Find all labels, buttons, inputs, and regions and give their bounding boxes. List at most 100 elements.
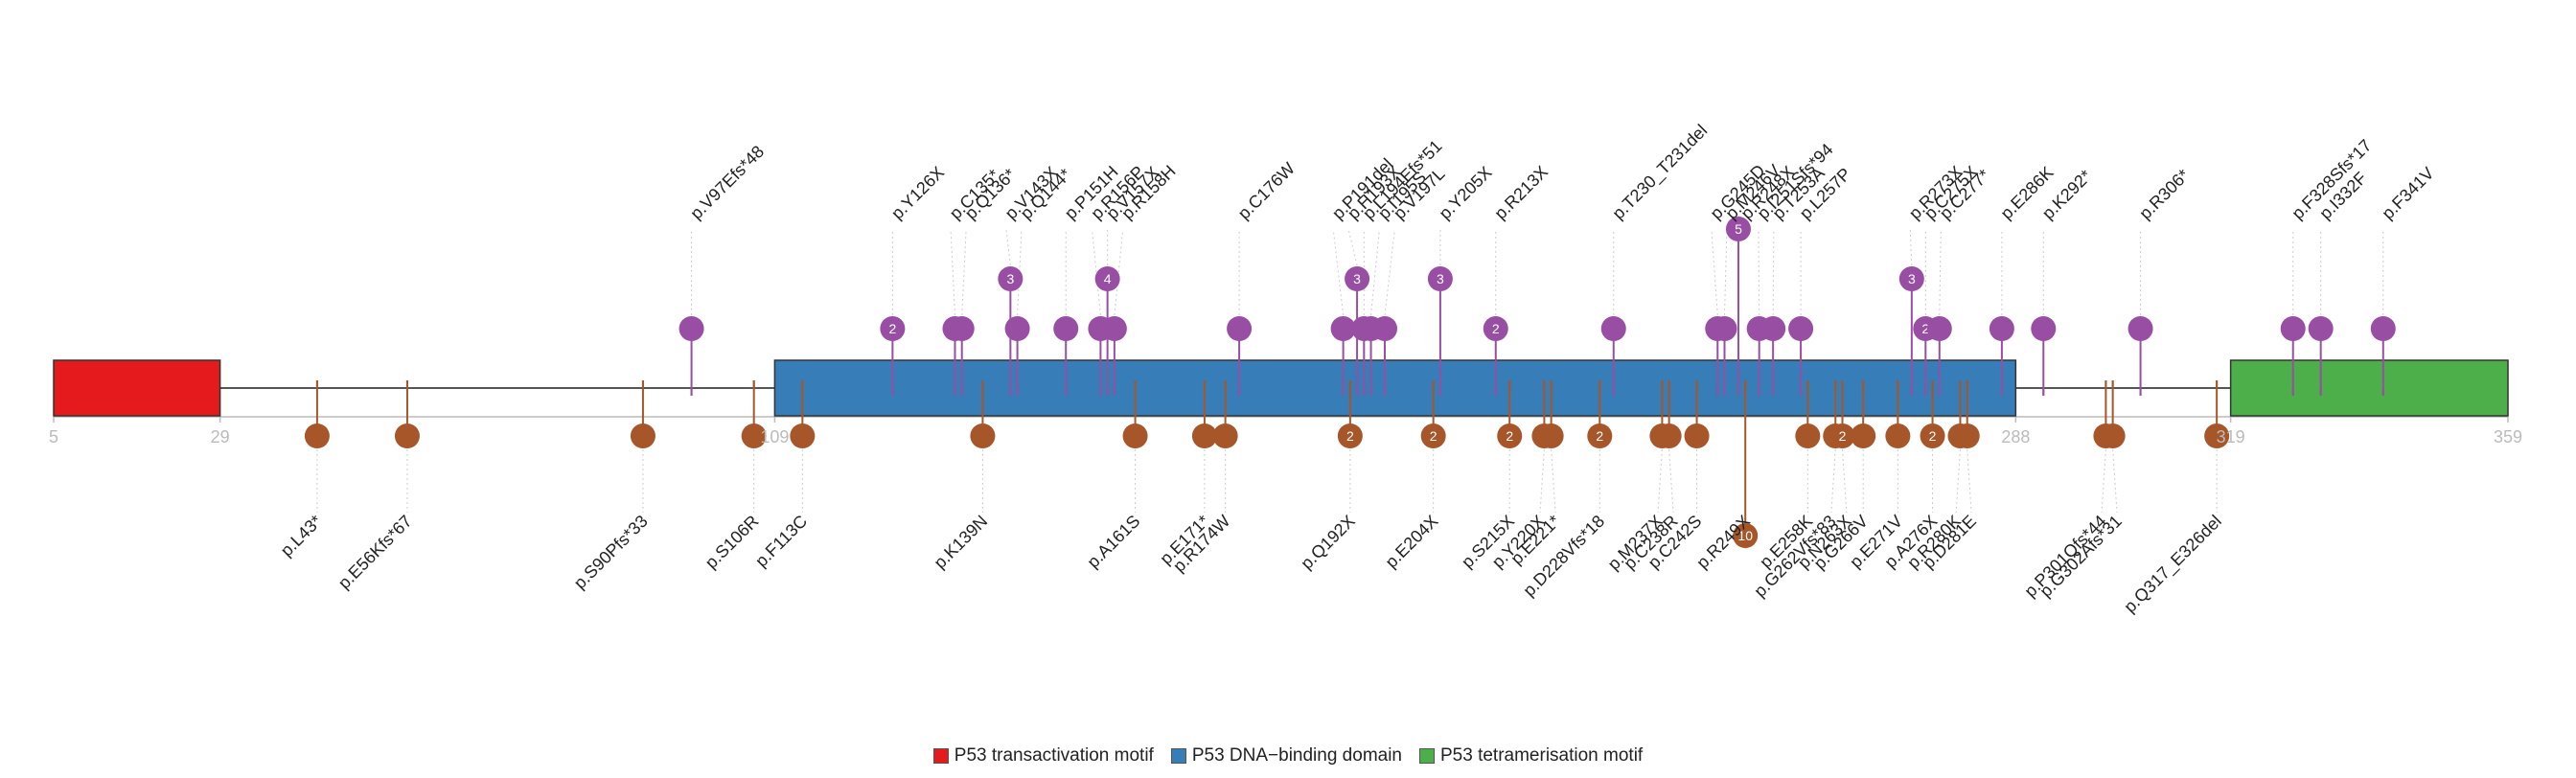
lollipop-count-label: 3 <box>1908 271 1916 286</box>
axis-tick-label: 109 <box>760 427 789 446</box>
lollipop-head <box>880 316 906 341</box>
label-guide-line <box>1758 229 1760 316</box>
domain-p53-dna-binding-domain <box>773 359 2017 417</box>
label-guide-line <box>1724 229 1728 316</box>
lollipop-head <box>630 423 656 448</box>
lollipop-count-label: 3 <box>1353 271 1361 286</box>
lollipop-head <box>1920 423 1945 448</box>
label-guide-line <box>1539 448 1545 514</box>
lollipop-head <box>1684 423 1710 448</box>
legend-item-transactivation: P53 transactivation motif <box>932 745 1154 767</box>
label-guide-line <box>2112 448 2118 514</box>
mutation-label: p.F113C <box>751 512 811 571</box>
lollipop-head <box>1101 316 1127 341</box>
mutation-label: p.F341V <box>2378 164 2437 223</box>
lollipop-head <box>1926 316 1952 341</box>
lollipop-head <box>949 316 975 341</box>
label-guide-line <box>1370 229 1380 316</box>
lollipop-count-label: 4 <box>1104 271 1112 286</box>
lollipop-head <box>2370 316 2396 341</box>
lollipop-count-label: 3 <box>1437 271 1444 286</box>
mutation-label: p.R306* <box>2135 166 2193 223</box>
lollipop-head <box>1004 316 1030 341</box>
legend-label-tetramerisation: P53 tetramerisation motif <box>1440 745 1644 766</box>
lollipop-head <box>1851 423 1876 448</box>
lollipop-head <box>790 423 816 448</box>
lollipop-count-label: 2 <box>1929 428 1937 444</box>
lollipop-head <box>1712 316 1737 341</box>
lollipop-count-label: 2 <box>888 321 896 336</box>
mutation-label: p.C176W <box>1234 159 1299 223</box>
lollipop-head <box>1372 316 1398 341</box>
lollipop-count-label: 2 <box>1346 428 1354 444</box>
axis-tick-label: 288 <box>2001 427 2030 446</box>
lollipop-head <box>394 423 420 448</box>
domain-p53-transactivation-motif <box>53 359 221 417</box>
lollipop-head <box>1420 423 1446 448</box>
domain-p53-tetramerisation-motif <box>2229 359 2509 417</box>
lollipop-head <box>1600 316 1626 341</box>
lollipop-head <box>1733 523 1759 548</box>
label-guide-line <box>1005 229 1011 266</box>
mutation-label: p.G302Afs*31 <box>2036 512 2125 601</box>
legend-label-transactivation: P53 transactivation motif <box>954 745 1154 766</box>
label-guide-line <box>1772 229 1775 316</box>
mutation-label: p.S90Pfs*33 <box>570 512 652 593</box>
lollipop-count-label: 2 <box>1430 428 1438 444</box>
mutation-label: p.E204X <box>1382 512 1442 572</box>
lollipop-head <box>1656 423 1682 448</box>
lollipop-head <box>1587 423 1613 448</box>
lollipop-head <box>998 266 1024 291</box>
axis-tick-label: 5 <box>49 427 58 446</box>
label-guide-line <box>2101 448 2106 514</box>
axis-ticks-layer: 5 29 109 288 319 359 <box>49 417 2522 446</box>
mutation-label: p.V97Efs*48 <box>686 142 768 223</box>
mutation-label: p.K139N <box>931 512 992 573</box>
lollipop-head <box>970 423 996 448</box>
legend-label-dna-binding: P53 DNA−binding domain <box>1191 745 1402 766</box>
lollipop-head <box>2308 316 2334 341</box>
lollipop-head <box>1191 423 1217 448</box>
lollipop-head <box>1337 423 1363 448</box>
legend-item-dna-binding: P53 DNA−binding domain <box>1170 745 1402 767</box>
lollipop-head <box>1227 316 1253 341</box>
label-guide-line <box>950 229 955 316</box>
label-guide-line <box>1841 448 1848 514</box>
lollipop-head <box>1898 266 1924 291</box>
lollipop-head <box>678 316 704 341</box>
lollipop-head <box>741 423 767 448</box>
lollipop-head <box>1330 316 1356 341</box>
mutation-label: p.L43* <box>277 512 326 561</box>
legend-swatch-dna-binding <box>1170 748 1186 764</box>
axis-tick-label: 319 <box>2217 427 2245 446</box>
legend-swatch-transactivation <box>932 748 949 764</box>
lollipop-head <box>1122 423 1148 448</box>
lollipop-head <box>1427 266 1453 291</box>
domains-layer <box>53 359 2509 417</box>
lollipop-head <box>2204 423 2230 448</box>
mutation-label: p.Q192X <box>1297 512 1358 573</box>
lollipop-head <box>1885 423 1911 448</box>
label-guide-line <box>1347 229 1358 266</box>
lollipop-head <box>1053 316 1079 341</box>
lollipop-head <box>1760 316 1786 341</box>
label-guide-line <box>1657 448 1663 514</box>
lollipop-head <box>2100 423 2126 448</box>
lollipop-count-label: 2 <box>1596 428 1603 444</box>
label-guide-line <box>1711 229 1718 316</box>
lollipop-head <box>1483 316 1508 341</box>
lollipop-head <box>2031 316 2057 341</box>
lollipop-head <box>1212 423 1238 448</box>
label-guide-line <box>1966 448 1972 514</box>
lollipop-head <box>1954 423 1980 448</box>
label-guide-line <box>1384 229 1395 316</box>
lollipop-count-label: 5 <box>1735 221 1742 237</box>
mutation-label: p.A161S <box>1083 512 1143 572</box>
lollipop-heads-layer: 234332532222221022 <box>304 217 2396 548</box>
lollipop-head <box>1795 423 1821 448</box>
label-guide-line <box>1830 448 1836 514</box>
lollipop-head <box>1345 266 1370 291</box>
lollipop-count-label: 10 <box>1737 528 1753 543</box>
label-guide-line <box>1939 229 1942 316</box>
